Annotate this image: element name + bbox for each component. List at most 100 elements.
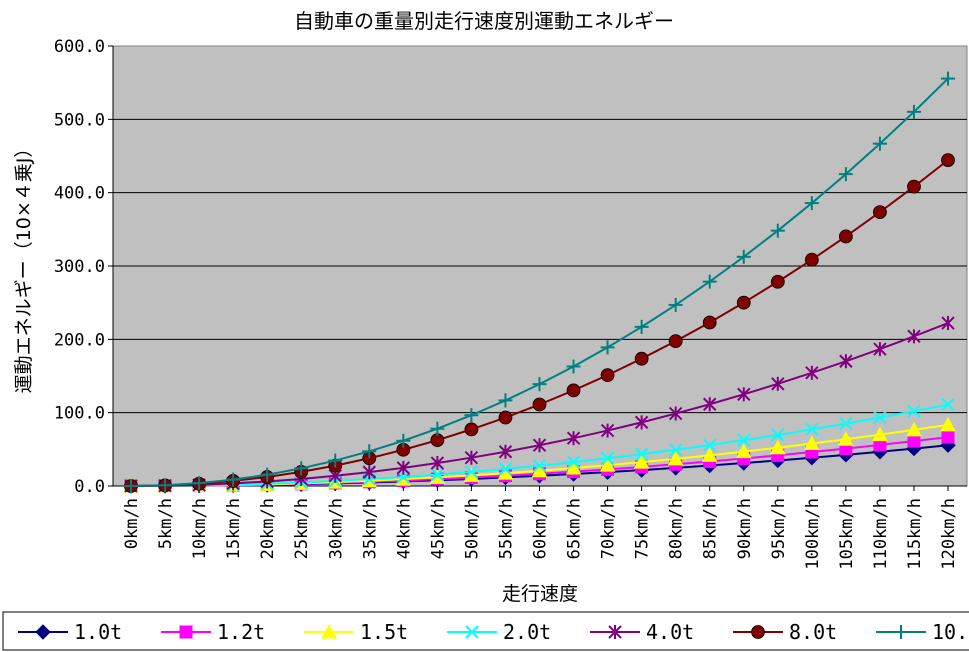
data-point xyxy=(873,410,887,425)
data-point xyxy=(703,438,717,452)
x-tick-label: 105km/h xyxy=(837,498,857,570)
data-point xyxy=(328,453,343,468)
data-point xyxy=(668,297,683,312)
x-tick-label: 70km/h xyxy=(599,498,619,559)
legend-item: 1.2t xyxy=(161,620,265,644)
data-point xyxy=(872,426,888,442)
data-point xyxy=(873,205,887,220)
data-point xyxy=(608,625,622,639)
data-point xyxy=(838,229,853,244)
data-point xyxy=(668,334,683,349)
legend: 1.0t 1.2t 1.5t 2.0t 4.0t 8.0t 10.0t xyxy=(2,611,969,651)
x-tick-label: 90km/h xyxy=(735,498,755,559)
data-point xyxy=(498,410,513,425)
data-point xyxy=(804,196,819,211)
data-point xyxy=(839,354,853,369)
x-tick-label: 60km/h xyxy=(531,498,551,559)
y-axis-ticks: 0.0 100.0 200.0 300.0 400.0 500.0 600.0 xyxy=(54,37,114,497)
data-point xyxy=(838,431,854,446)
data-point xyxy=(735,443,752,459)
data-point xyxy=(751,625,765,639)
data-point xyxy=(600,451,615,465)
data-point xyxy=(226,472,241,487)
legend-label: 10.0t xyxy=(932,620,969,644)
x-tick-label: 25km/h xyxy=(292,498,312,559)
data-point xyxy=(839,416,853,431)
data-point xyxy=(566,383,581,398)
x-tick-label: 30km/h xyxy=(326,498,346,559)
data-point xyxy=(770,274,785,289)
data-point xyxy=(941,71,955,86)
data-point xyxy=(430,467,445,482)
legend-item: 1.5t xyxy=(304,620,408,644)
data-point xyxy=(498,444,513,459)
data-point xyxy=(565,459,582,475)
data-point xyxy=(532,397,547,412)
data-point xyxy=(907,179,921,194)
legend-label: 1.0t xyxy=(74,620,122,644)
data-point xyxy=(941,430,955,444)
data-point xyxy=(668,406,683,421)
data-point xyxy=(907,404,921,418)
data-point xyxy=(566,455,581,469)
data-point xyxy=(771,428,785,442)
y-tick-label: 0.0 xyxy=(74,477,105,497)
data-point xyxy=(667,450,684,466)
legend-item: 4.0t xyxy=(590,620,694,644)
data-point xyxy=(498,462,513,476)
data-point xyxy=(803,435,820,451)
data-point xyxy=(124,479,138,493)
x-tick-label: 5km/h xyxy=(156,498,176,549)
x-tick-label: 35km/h xyxy=(360,498,380,559)
legend-label: 2.0t xyxy=(503,620,551,644)
data-point xyxy=(906,421,922,437)
data-point xyxy=(532,377,547,392)
data-point xyxy=(634,351,649,366)
data-point xyxy=(873,342,887,357)
data-point xyxy=(702,315,717,330)
data-point xyxy=(703,397,717,412)
data-point xyxy=(941,397,955,412)
legend-item: 8.0t xyxy=(733,620,837,644)
data-point xyxy=(600,423,615,438)
x-tick-label: 10km/h xyxy=(190,498,210,559)
data-point xyxy=(430,456,445,471)
data-point xyxy=(805,422,819,437)
data-point xyxy=(362,465,376,480)
data-point xyxy=(430,421,445,436)
x-tick-label: 40km/h xyxy=(394,498,414,559)
series-10.0t xyxy=(124,71,955,493)
x-tick-label: 55km/h xyxy=(496,498,516,559)
data-point xyxy=(599,457,616,472)
y-tick-label: 100.0 xyxy=(54,404,105,424)
legend-label: 8.0t xyxy=(789,620,837,644)
y-tick-label: 400.0 xyxy=(54,184,105,204)
data-point xyxy=(736,295,751,310)
x-tick-label: 20km/h xyxy=(258,498,278,559)
x-tick-label: 50km/h xyxy=(462,498,482,559)
data-point xyxy=(396,433,411,448)
data-point xyxy=(566,359,581,374)
data-point xyxy=(179,625,193,639)
legend-item: 10.0t xyxy=(876,620,969,644)
x-tick-label: 45km/h xyxy=(428,498,448,559)
data-point xyxy=(395,471,412,486)
x-tick-label: 110km/h xyxy=(871,498,891,570)
data-point xyxy=(941,316,955,331)
data-point xyxy=(805,365,819,380)
data-point xyxy=(668,443,683,457)
data-point xyxy=(294,461,309,476)
x-tick-label: 100km/h xyxy=(803,498,823,570)
data-point xyxy=(465,625,479,639)
data-point xyxy=(771,376,785,391)
data-point xyxy=(321,623,337,639)
data-point xyxy=(940,416,956,432)
data-point xyxy=(464,465,479,479)
x-tick-label: 115km/h xyxy=(905,498,925,570)
data-point xyxy=(702,274,717,289)
data-point xyxy=(532,458,547,473)
x-axis-ticks: 0km/h 5km/h 10km/h 15km/h 20km/h 25km/h 30km/h… xyxy=(113,485,967,570)
y-axis-title: 運動エネルギー（10×４乗J） xyxy=(13,139,35,394)
data-point xyxy=(894,625,908,639)
